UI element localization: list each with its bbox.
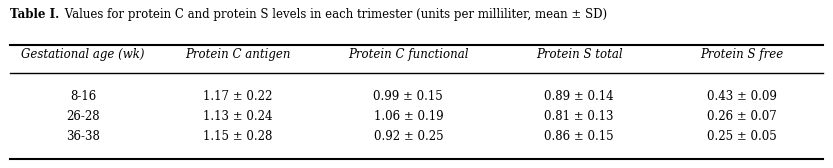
Text: 1.17 ± 0.22: 1.17 ± 0.22 <box>203 90 272 103</box>
Text: 36-38: 36-38 <box>67 130 100 143</box>
Text: Protein C functional: Protein C functional <box>348 48 469 61</box>
Text: Protein C antigen: Protein C antigen <box>185 48 291 61</box>
Text: Gestational age (wk): Gestational age (wk) <box>22 48 145 61</box>
Text: Values for protein C and protein S levels in each trimester (units per millilite: Values for protein C and protein S level… <box>61 8 607 20</box>
Text: 0.43 ± 0.09: 0.43 ± 0.09 <box>706 90 776 103</box>
Text: 26-28: 26-28 <box>67 110 100 123</box>
Text: Protein S total: Protein S total <box>536 48 622 61</box>
Text: 1.13 ± 0.24: 1.13 ± 0.24 <box>203 110 272 123</box>
Text: 0.92 ± 0.25: 0.92 ± 0.25 <box>373 130 443 143</box>
Text: Table I.: Table I. <box>10 8 59 20</box>
Text: 0.81 ± 0.13: 0.81 ± 0.13 <box>544 110 614 123</box>
Text: 0.99 ± 0.15: 0.99 ± 0.15 <box>373 90 443 103</box>
Text: 8-16: 8-16 <box>70 90 97 103</box>
Text: 0.86 ± 0.15: 0.86 ± 0.15 <box>544 130 614 143</box>
Text: 0.26 ± 0.07: 0.26 ± 0.07 <box>707 110 776 123</box>
Text: 0.25 ± 0.05: 0.25 ± 0.05 <box>707 130 776 143</box>
Text: 0.89 ± 0.14: 0.89 ± 0.14 <box>544 90 614 103</box>
Text: 1.15 ± 0.28: 1.15 ± 0.28 <box>203 130 272 143</box>
Text: Protein S free: Protein S free <box>700 48 783 61</box>
Text: 1.06 ± 0.19: 1.06 ± 0.19 <box>373 110 443 123</box>
